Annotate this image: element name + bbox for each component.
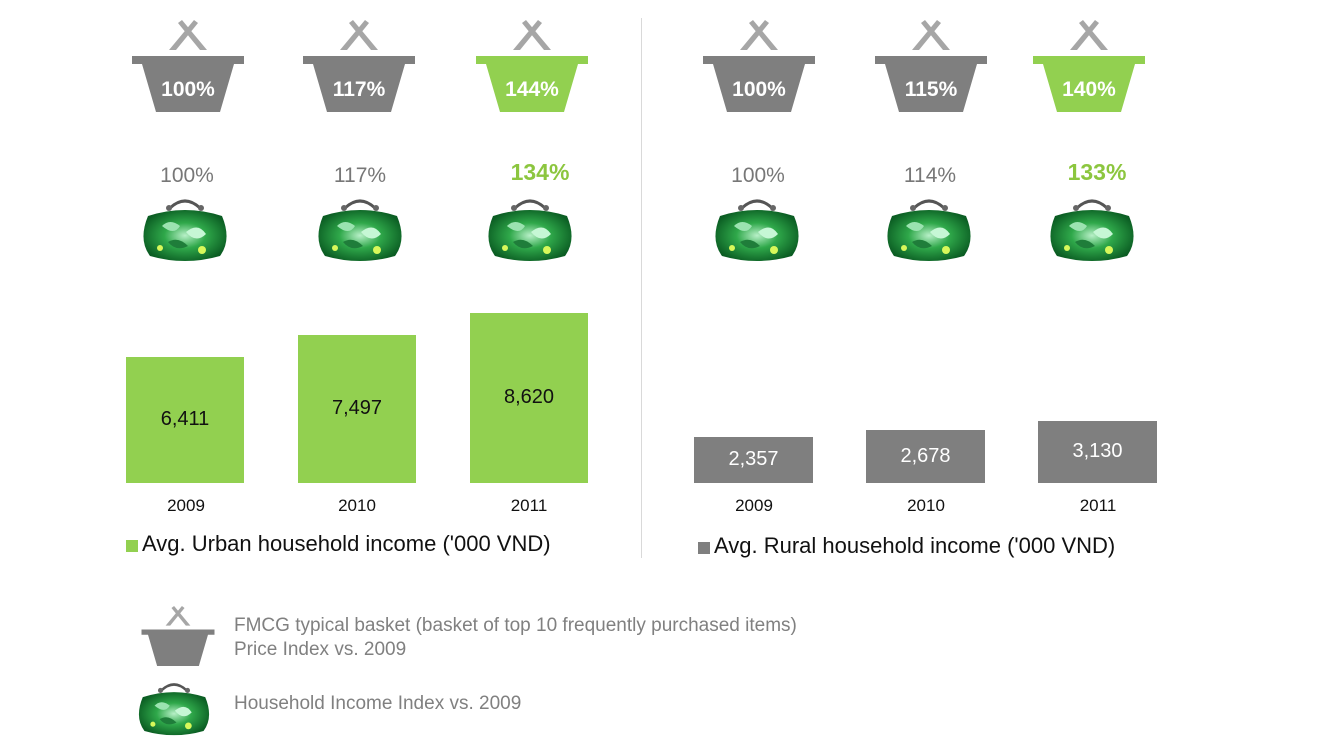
- price-index-label: 117%: [332, 78, 386, 101]
- bar: [126, 357, 244, 483]
- shopping-basket-icon: 140%: [1033, 20, 1145, 112]
- price-index-label: 115%: [904, 78, 958, 101]
- bar: [470, 313, 588, 483]
- income-index-label: 100%: [731, 164, 785, 187]
- x-tick-label: 2009: [167, 496, 205, 515]
- price-index-label: 100%: [161, 78, 215, 101]
- income-index-label: 134%: [510, 159, 570, 185]
- bar-value-label: 2,678: [900, 444, 951, 467]
- legend-swatch-rural: [698, 542, 710, 554]
- bar: [1038, 421, 1157, 483]
- x-tick-label: 2011: [1079, 496, 1117, 515]
- panel-divider: [641, 18, 642, 558]
- coin-purse-icon: [712, 196, 802, 264]
- key-purse-text: Household Income Index vs. 2009: [234, 693, 522, 714]
- income-index-label: 100%: [160, 164, 214, 187]
- bar: [866, 430, 985, 483]
- income-index-label: 117%: [333, 164, 387, 187]
- coin-purse-icon: [136, 680, 212, 738]
- bar: [694, 437, 813, 483]
- price-index-label: 144%: [505, 78, 559, 101]
- key-basket-line1: FMCG typical basket (basket of top 10 fr…: [234, 615, 797, 636]
- key-basket-line2: Price Index vs. 2009: [234, 639, 407, 660]
- bar-value-label: 7,497: [331, 397, 383, 419]
- bar-value-label: 6,411: [160, 408, 210, 430]
- coin-purse-icon: [884, 196, 974, 264]
- shopping-basket-icon: 144%: [476, 20, 588, 112]
- shopping-basket-icon: [140, 606, 216, 666]
- bar-value-label: 3,130: [1072, 440, 1123, 462]
- coin-purse-icon: [140, 196, 230, 264]
- bar-value-label: 8,620: [503, 386, 555, 408]
- income-index-label: 114%: [903, 164, 957, 187]
- shopping-basket-icon: 100%: [703, 20, 815, 112]
- x-tick-label: 2011: [510, 496, 548, 515]
- price-index-label: 140%: [1062, 78, 1116, 101]
- shopping-basket-icon: 117%: [303, 20, 415, 112]
- bar: [298, 335, 416, 483]
- x-tick-label: 2010: [907, 496, 945, 515]
- legend-swatch-urban: [126, 540, 138, 552]
- shopping-basket-icon: 115%: [875, 20, 987, 112]
- legend-label-rural: Avg. Rural household income ('000 VND): [714, 533, 1116, 558]
- x-tick-label: 2009: [735, 496, 773, 515]
- legend-label-urban: Avg. Urban household income ('000 VND): [142, 531, 551, 556]
- coin-purse-icon: [485, 196, 575, 264]
- x-tick-label: 2010: [338, 496, 376, 515]
- coin-purse-icon: [315, 196, 405, 264]
- price-index-label: 100%: [732, 78, 786, 101]
- income-index-label: 133%: [1067, 159, 1127, 185]
- shopping-basket-icon: 100%: [132, 20, 244, 112]
- bar-value-label: 2,357: [728, 448, 779, 470]
- coin-purse-icon: [1047, 196, 1137, 264]
